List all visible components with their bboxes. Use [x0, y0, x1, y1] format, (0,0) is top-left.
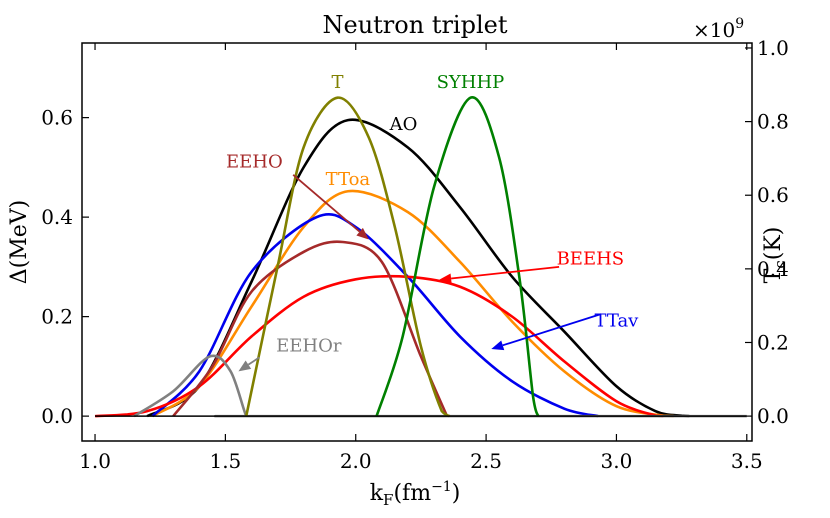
ttav-arrow-head	[491, 340, 505, 351]
beehs-arrow	[450, 265, 560, 280]
y-tick-label: 0.4	[41, 205, 73, 229]
series-label-eehor: EEHOr	[276, 335, 342, 356]
y2-tick-label: 1.0	[757, 36, 789, 60]
y-tick-label: 0.0	[41, 404, 73, 428]
series-label-ttav: TTav	[595, 311, 640, 332]
ttav-arrow	[502, 313, 602, 347]
y2-axis-title: Tc(K)	[761, 227, 789, 284]
y-tick-label: 0.2	[41, 305, 73, 329]
eeho-arrow-head	[356, 227, 369, 240]
x-tick-label: 3.5	[731, 449, 763, 473]
x-tick-label: 1.0	[79, 449, 111, 473]
series-label-ao: AO	[389, 114, 418, 135]
y2-multiplier: ×109	[693, 16, 744, 42]
y2-tick-label: 0.4	[757, 257, 789, 281]
x-tick-label: 2.5	[470, 449, 502, 473]
eeho-arrow	[292, 174, 361, 233]
x-tick-label: 3.0	[601, 449, 633, 473]
series-line-eeho	[172, 240, 449, 417]
chart-title: Neutron triplet	[323, 11, 508, 39]
plot-area	[82, 43, 752, 441]
plot-frame	[81, 42, 753, 442]
x-tick-label: 1.5	[209, 449, 241, 473]
series-label-ttoa: TToa	[326, 169, 371, 190]
y2-tick-label: 0.6	[757, 183, 789, 207]
eehor-arrow	[247, 356, 260, 366]
series-line-ao	[146, 118, 690, 418]
series-label-eeho: EEHO	[226, 151, 283, 172]
series-line-t	[244, 96, 451, 418]
annotation-arrows	[238, 174, 602, 372]
series-lines	[94, 96, 747, 418]
series-line-ttav	[151, 213, 599, 418]
y2-tick-label: 0.0	[757, 404, 789, 428]
y-axis-title: Δ(MeV)	[7, 200, 32, 285]
series-label-syhhp: SYHHP	[437, 72, 505, 93]
beehs-arrow-head	[439, 273, 452, 284]
y2-tick-label: 0.2	[757, 330, 789, 354]
series-label-beehs: BEEHS	[557, 248, 625, 269]
axis-ticks: 1.0 1.5 2.0 2.5 3.0 3.5 0.0 0.2 0.4 0.6 0.0 0.2 0.4 0…	[41, 36, 789, 473]
x-axis-title: kF(fm−1)	[370, 479, 461, 509]
series-labels: T SYHHP AO TToa EEHO BEEHS TTav EEHOr	[226, 72, 639, 357]
y-tick-label: 0.6	[41, 106, 73, 130]
y2-tick-label: 0.8	[757, 110, 789, 134]
eehor-arrow-head	[238, 360, 252, 372]
series-label-t: T	[331, 72, 343, 93]
series-line-syhhp	[375, 96, 540, 417]
x-tick-label: 2.0	[340, 449, 372, 473]
